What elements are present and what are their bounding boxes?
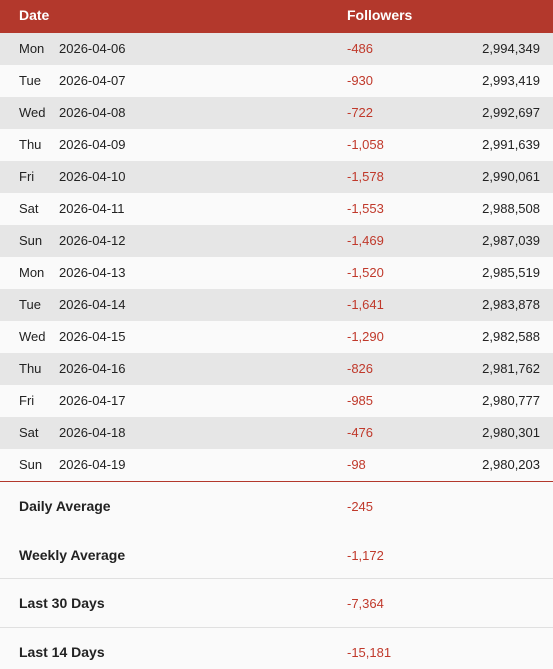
summary-value: -7,364 [347,596,384,612]
day-cell: Fri [19,393,35,408]
header-date: Date [19,7,50,23]
date-cell: 2026-04-19 [59,457,126,472]
change-cell: -476 [347,425,374,440]
change-cell: -1,058 [347,137,384,152]
table-row: Mon 2026-04-13 -1,520 2,985,519 [0,257,553,289]
day-cell: Wed [19,329,46,344]
day-cell: Fri [19,169,35,184]
summary-value: -15,181 [347,645,392,661]
date-cell: 2026-04-09 [59,137,126,152]
change-cell: -826 [347,361,374,376]
change-cell: -1,469 [347,233,384,248]
summary-value: -245 [347,499,374,514]
summary-value: -1,172 [347,547,384,563]
total-cell: 2,987,039 [482,233,540,248]
total-cell: 2,980,301 [482,425,540,440]
date-cell: 2026-04-15 [59,329,126,344]
table-row: Thu 2026-04-09 -1,058 2,991,639 [0,129,553,161]
date-cell: 2026-04-11 [59,201,125,216]
date-cell: 2026-04-13 [59,265,126,280]
total-cell: 2,992,697 [482,105,540,120]
total-cell: 2,980,777 [482,393,540,408]
change-cell: -98 [347,457,366,472]
summary-label: Weekly Average [19,546,126,563]
day-cell: Thu [19,137,42,152]
table-row: Fri 2026-04-10 -1,578 2,990,061 [0,161,553,193]
table-row: Wed 2026-04-15 -1,290 2,982,588 [0,321,553,353]
day-cell: Sat [19,201,39,216]
change-cell: -1,553 [347,201,384,216]
table-row: Sun 2026-04-12 -1,469 2,987,039 [0,225,553,257]
summary-label: Daily Average [19,498,111,514]
date-cell: 2026-04-14 [59,297,126,312]
total-cell: 2,983,878 [482,297,540,312]
day-cell: Sun [19,233,43,248]
date-cell: 2026-04-08 [59,105,126,120]
date-cell: 2026-04-12 [59,233,126,248]
total-cell: 2,988,508 [482,201,540,216]
day-cell: Sat [19,425,39,440]
change-cell: -1,641 [347,297,384,312]
summary-row: Daily Average -245 [0,482,553,531]
date-cell: 2026-04-17 [59,393,126,408]
total-cell: 2,985,519 [482,265,540,280]
change-cell: -486 [347,41,374,56]
day-cell: Sun [19,457,43,472]
date-cell: 2026-04-16 [59,361,126,376]
day-cell: Mon [19,265,45,280]
summary-row: Last 14 Days -15,181 [0,628,553,669]
summary-row: Last 30 Days -7,364 [0,579,553,628]
total-cell: 2,994,349 [482,41,540,56]
header-followers: Followers [347,7,413,23]
change-cell: -1,290 [347,329,384,344]
date-cell: 2026-04-06 [59,41,126,56]
total-cell: 2,981,762 [482,361,540,376]
day-cell: Tue [19,297,41,312]
date-cell: 2026-04-10 [59,169,126,184]
table-row: Tue 2026-04-14 -1,641 2,983,878 [0,289,553,321]
day-cell: Wed [19,105,46,120]
table-row: Wed 2026-04-08 -722 2,992,697 [0,97,553,129]
divider [0,627,553,628]
table-header: Date Followers [0,0,553,33]
total-cell: 2,990,061 [482,169,540,184]
change-cell: -930 [347,73,374,88]
summary-row: Weekly Average -1,172 [0,531,553,580]
total-cell: 2,980,203 [482,457,540,472]
date-cell: 2026-04-18 [59,425,126,440]
day-cell: Tue [19,73,41,88]
summary-label: Last 14 Days [19,644,105,661]
table-row: Fri 2026-04-17 -985 2,980,777 [0,385,553,417]
summary-label: Last 30 Days [19,595,105,612]
table-row: Tue 2026-04-07 -930 2,993,419 [0,65,553,97]
change-cell: -1,520 [347,265,384,280]
table-row: Sat 2026-04-18 -476 2,980,301 [0,417,553,449]
change-cell: -722 [347,105,374,120]
day-cell: Mon [19,41,45,56]
date-cell: 2026-04-07 [59,73,126,88]
divider [0,578,553,579]
divider [0,481,553,482]
table-row: Thu 2026-04-16 -826 2,981,762 [0,353,553,385]
table-row: Mon 2026-04-06 -486 2,994,349 [0,33,553,65]
total-cell: 2,991,639 [482,137,540,152]
total-cell: 2,993,419 [482,73,540,88]
change-cell: -985 [347,393,374,408]
table-row: Sun 2026-04-19 -98 2,980,203 [0,449,553,481]
change-cell: -1,578 [347,169,384,184]
total-cell: 2,982,588 [482,329,540,344]
table-row: Sat 2026-04-11 -1,553 2,988,508 [0,193,553,225]
day-cell: Thu [19,361,42,376]
